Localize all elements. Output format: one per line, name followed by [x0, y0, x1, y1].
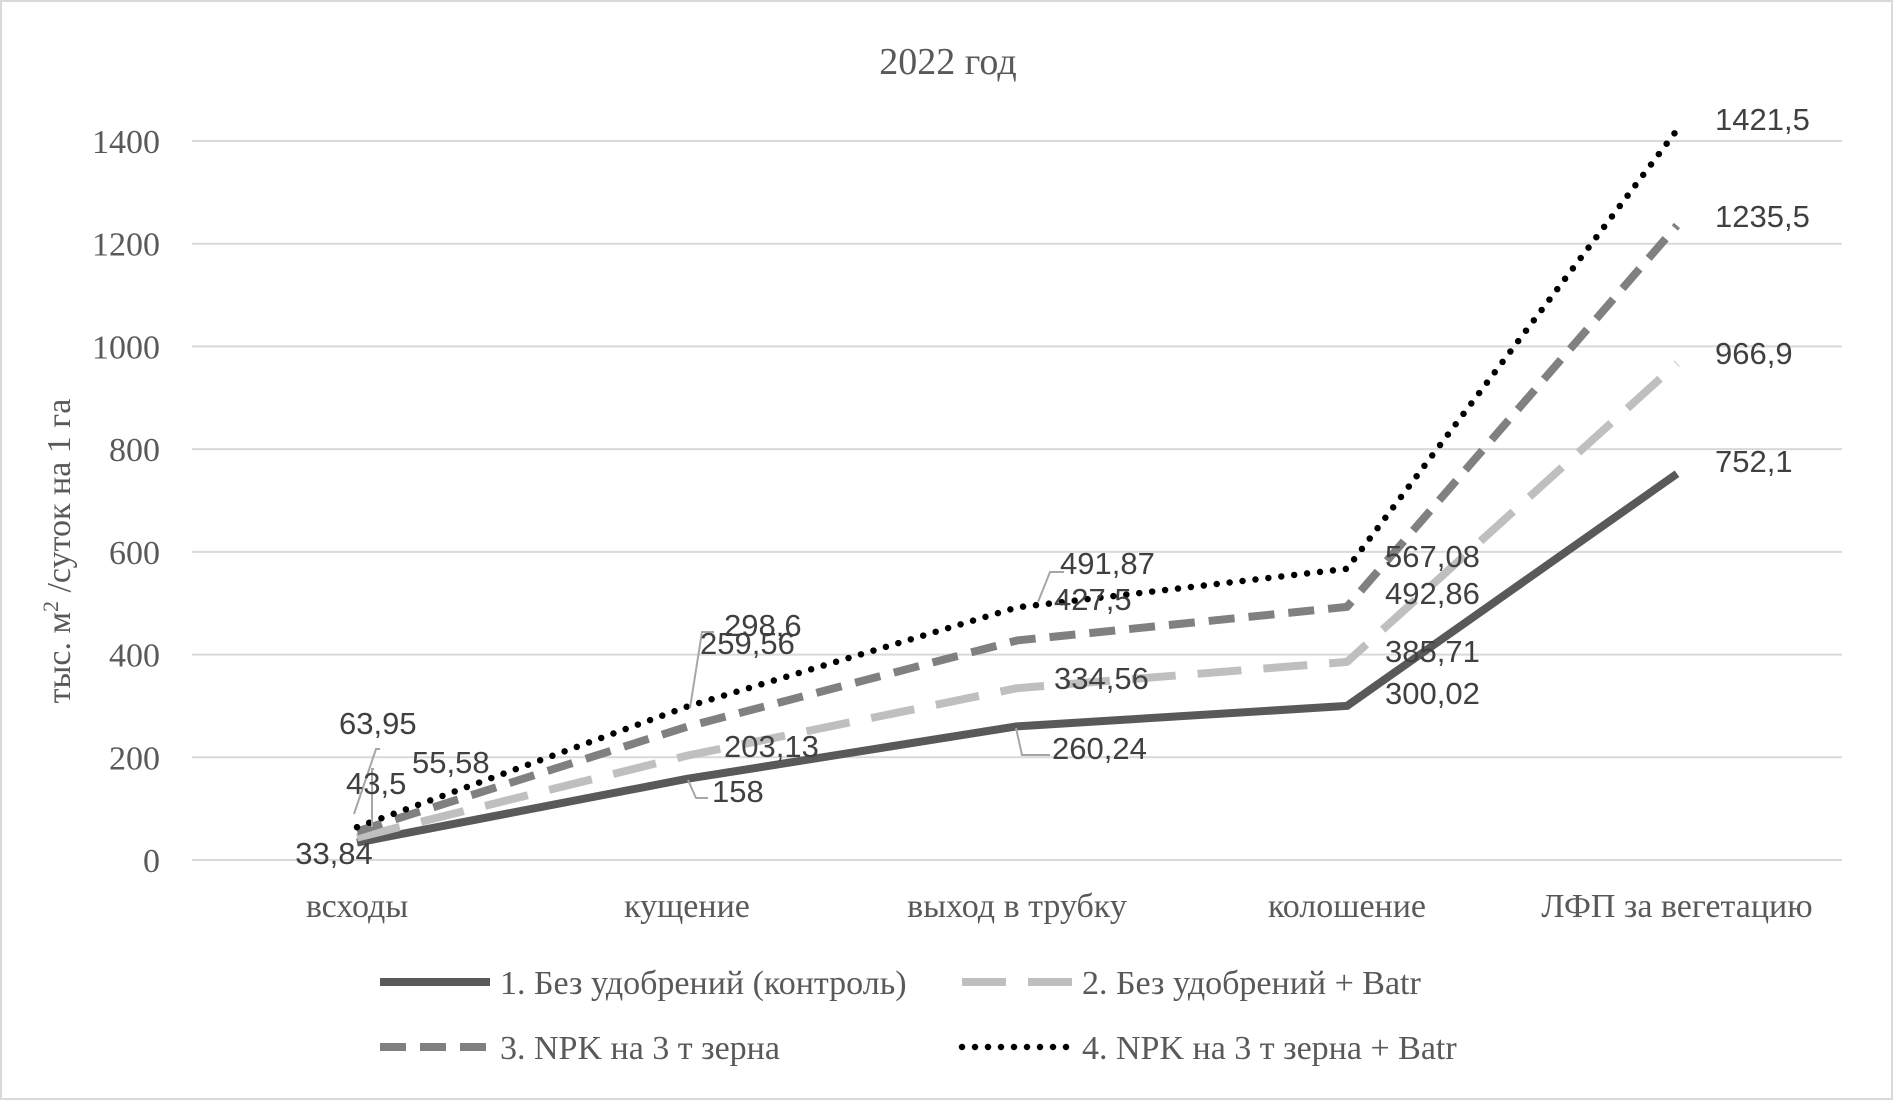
y-tick-label: 0 — [143, 843, 160, 880]
data-label: 1421,5 — [1715, 102, 1810, 137]
data-label: 492,86 — [1385, 576, 1480, 611]
data-label: 260,24 — [1052, 731, 1147, 766]
leader-line — [1015, 727, 1050, 756]
series-line — [355, 222, 1681, 836]
series-lines — [353, 126, 1681, 847]
y-tick-label: 200 — [109, 740, 160, 777]
y-tick-labels: 0 200 400 600 800 1000 1200 1400 — [92, 124, 160, 880]
series-line — [353, 126, 1681, 831]
data-label: 427,5 — [1054, 582, 1132, 617]
x-tick-label: кущение — [624, 888, 750, 925]
y-tick-label: 1000 — [92, 329, 160, 366]
x-tick-label: ЛФП за вегетацию — [1541, 888, 1812, 925]
data-label: 259,56 — [700, 626, 795, 661]
gridlines — [192, 140, 1842, 861]
leader-line — [687, 779, 708, 799]
data-label: 567,08 — [1385, 539, 1480, 574]
data-label: 752,1 — [1715, 444, 1793, 479]
label-leader-lines — [353, 571, 1064, 827]
legend-label: 3. NPK на 3 т зерна — [500, 1030, 780, 1067]
data-label: 300,02 — [1385, 676, 1480, 711]
y-tick-label: 800 — [109, 432, 160, 469]
legend-label: 1. Без удобрений (контроль) — [500, 965, 907, 1002]
x-tick-labels: всходы кущение выход в трубку колошение ЛФП … — [306, 888, 1813, 925]
y-tick-label: 1400 — [92, 124, 160, 161]
y-tick-label: 600 — [109, 535, 160, 572]
legend: 1. Без удобрений (контроль) 2. Без удобре… — [380, 965, 1457, 1067]
data-label: 63,95 — [339, 706, 417, 741]
leader-line — [689, 631, 714, 709]
legend-label: 4. NPK на 3 т зерна + Batr — [1082, 1030, 1457, 1067]
x-tick-label: всходы — [306, 888, 409, 925]
series-line — [356, 360, 1680, 842]
data-labels: 33,84 158 260,24 300,02 752,1 43,5 203,13 334,5… — [295, 102, 1810, 871]
leader-line — [1037, 571, 1064, 603]
data-label: 33,84 — [295, 836, 373, 871]
leader-line — [371, 768, 374, 827]
y-axis-label: тыс. м2 /суток на 1 га — [38, 399, 78, 704]
data-label: 491,87 — [1060, 546, 1155, 581]
x-tick-label: колошение — [1268, 888, 1426, 925]
data-label: 334,56 — [1054, 661, 1149, 696]
y-tick-label: 400 — [109, 638, 160, 675]
leader-line — [353, 748, 380, 815]
y-tick-label: 1200 — [92, 227, 160, 264]
series-line — [356, 470, 1680, 847]
data-label: 1235,5 — [1715, 199, 1810, 234]
data-label: 43,5 — [346, 766, 406, 801]
data-label: 55,58 — [412, 745, 490, 780]
chart-title: 2022 год — [879, 41, 1016, 83]
data-label: 203,13 — [724, 729, 819, 764]
data-label: 966,9 — [1715, 336, 1793, 371]
x-tick-label: выход в трубку — [907, 888, 1127, 925]
data-label: 385,71 — [1385, 634, 1480, 669]
data-label: 298,6 — [724, 608, 802, 643]
legend-label: 2. Без удобрений + Batr — [1082, 965, 1421, 1002]
data-label: 158 — [712, 774, 764, 809]
